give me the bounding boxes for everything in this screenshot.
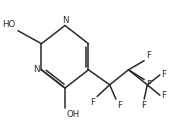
Text: HO: HO (2, 20, 16, 29)
Text: F: F (117, 101, 122, 110)
Text: N: N (62, 16, 68, 25)
Text: F: F (146, 51, 151, 60)
Text: F: F (161, 91, 166, 100)
Text: F: F (91, 98, 96, 107)
Text: F: F (161, 70, 166, 79)
Text: F: F (146, 80, 151, 89)
Text: OH: OH (67, 110, 80, 119)
Text: N: N (33, 65, 40, 74)
Text: F: F (141, 101, 146, 110)
